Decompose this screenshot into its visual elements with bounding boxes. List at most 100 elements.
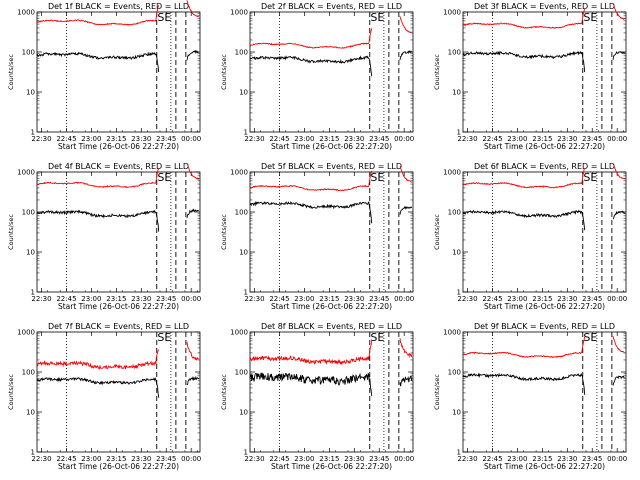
x-tick-label: 23:45	[582, 455, 602, 463]
y-axis-label: Counts/sec	[220, 374, 228, 410]
x-tick-label: 23:15	[106, 455, 126, 463]
y-tick-label: 1	[31, 449, 35, 457]
x-tick-label: 23:00	[81, 295, 101, 303]
x-tick-label: 22:45	[56, 295, 76, 303]
saa-start-marker: S	[583, 171, 590, 184]
y-tick-label: 10	[239, 409, 248, 417]
y-tick-label: 10	[452, 89, 461, 97]
saa-end-marker: E	[377, 11, 384, 24]
detector-chart: Det 4f BLACK = Events, RED = LLD 1 10 100 10…	[7, 162, 201, 311]
chart-title: Det 1f BLACK = Events, RED = LLD	[48, 2, 189, 11]
x-tick-label: 22:45	[482, 455, 502, 463]
saa-end-marker: E	[590, 331, 597, 344]
x-tick-label: 23:15	[319, 295, 339, 303]
x-tick-label: 23:15	[106, 295, 126, 303]
lld-series-line	[249, 166, 412, 192]
y-axis-label: Counts/sec	[7, 54, 15, 90]
lld-series-line	[249, 338, 413, 366]
plot-frame	[36, 11, 201, 133]
x-tick-label: 23:30	[131, 295, 151, 303]
x-tick-label: 22:30	[31, 295, 51, 303]
saa-end-marker: E	[377, 331, 384, 344]
x-tick-label: 23:00	[507, 455, 527, 463]
x-tick-label: 23:00	[507, 295, 527, 303]
plot-frame	[462, 11, 627, 133]
x-axis-label: Start Time (26-Oct-06 22:27:20)	[484, 142, 605, 151]
x-tick-label: 00:00	[607, 135, 627, 143]
lld-series-line	[36, 0, 199, 26]
y-tick-label: 1	[31, 289, 35, 297]
events-series-line	[36, 208, 199, 232]
x-tick-label: 23:00	[294, 455, 314, 463]
x-axis-label: Start Time (26-Oct-06 22:27:20)	[484, 462, 605, 471]
x-tick-label: 23:30	[344, 295, 364, 303]
x-tick-label: 00:00	[607, 295, 627, 303]
x-tick-label: 23:15	[532, 455, 552, 463]
chart-title: Det 2f BLACK = Events, RED = LLD	[261, 2, 402, 11]
detector-panel: Det 4f BLACK = Events, RED = LLD 1 10 100 10…	[0, 160, 213, 320]
lld-series-line	[250, 16, 412, 49]
x-tick-label: 22:30	[457, 135, 477, 143]
events-series-line	[462, 372, 625, 395]
events-series-line	[462, 50, 625, 73]
y-tick-label: 10	[239, 89, 248, 97]
saa-start-marker: S	[583, 11, 590, 24]
saa-end-marker: E	[164, 11, 171, 24]
detector-panel: Det 1f BLACK = Events, RED = LLD 1 10 100 10…	[0, 0, 213, 160]
y-tick-label: 1	[457, 129, 461, 137]
y-axis-label: Counts/sec	[7, 214, 15, 250]
plot-frame	[36, 171, 201, 293]
x-tick-label: 00:00	[394, 455, 414, 463]
x-axis-label: Start Time (26-Oct-06 22:27:20)	[58, 462, 179, 471]
x-tick-label: 23:45	[369, 295, 389, 303]
x-tick-label: 22:45	[56, 455, 76, 463]
y-tick-label: 1000	[230, 329, 248, 337]
x-tick-label: 23:30	[344, 455, 364, 463]
x-tick-label: 22:45	[56, 135, 76, 143]
detector-chart: Det 6f BLACK = Events, RED = LLD 1 10 100 10…	[433, 162, 627, 311]
y-tick-label: 1000	[230, 169, 248, 177]
x-tick-label: 23:30	[557, 135, 577, 143]
x-tick-label: 23:45	[582, 295, 602, 303]
detector-panel: Det 5f BLACK = Events, RED = LLD 1 10 100 10…	[213, 160, 426, 320]
x-tick-label: 23:45	[156, 455, 176, 463]
chart-title: Det 4f BLACK = Events, RED = LLD	[48, 162, 189, 171]
x-tick-label: 23:30	[557, 455, 577, 463]
plot-frame	[462, 171, 627, 293]
events-series-line	[249, 50, 413, 77]
events-series-line	[249, 200, 413, 224]
saa-start-marker: S	[157, 331, 164, 344]
x-axis-label: Start Time (26-Oct-06 22:27:20)	[58, 142, 179, 151]
y-tick-label: 10	[26, 409, 35, 417]
y-tick-label: 10	[26, 249, 35, 257]
detector-chart: Det 1f BLACK = Events, RED = LLD 1 10 100 10…	[7, 0, 201, 151]
saa-start-marker: S	[370, 331, 377, 344]
saa-start-marker: S	[157, 171, 164, 184]
chart-title: Det 9f BLACK = Events, RED = LLD	[474, 322, 615, 331]
y-tick-label: 1000	[443, 169, 461, 177]
detector-panel: Det 7f BLACK = Events, RED = LLD 1 10 100 10…	[0, 320, 213, 480]
detector-panel: Det 2f BLACK = Events, RED = LLD 1 10 100 10…	[213, 0, 426, 160]
lld-series-line	[462, 336, 625, 359]
x-tick-label: 22:30	[244, 135, 264, 143]
detector-panel: Det 8f BLACK = Events, RED = LLD 1 10 100 10…	[213, 320, 426, 480]
detector-panel: Det 9f BLACK = Events, RED = LLD 1 10 100 10…	[426, 320, 639, 480]
x-tick-label: 23:15	[319, 455, 339, 463]
x-tick-label: 23:45	[369, 455, 389, 463]
saa-end-marker: E	[590, 11, 597, 24]
plot-frame	[249, 171, 414, 293]
y-axis-label: Counts/sec	[433, 374, 441, 410]
x-axis-label: Start Time (26-Oct-06 22:27:20)	[271, 302, 392, 311]
x-axis-label: Start Time (26-Oct-06 22:27:20)	[58, 302, 179, 311]
lld-series-line	[462, 2, 626, 29]
chart-title: Det 3f BLACK = Events, RED = LLD	[474, 2, 615, 11]
x-tick-label: 22:30	[244, 295, 264, 303]
x-tick-label: 22:45	[269, 295, 289, 303]
saa-start-marker: S	[157, 11, 164, 24]
y-tick-label: 100	[448, 369, 461, 377]
y-tick-label: 10	[26, 89, 35, 97]
saa-start-marker: S	[583, 331, 590, 344]
y-tick-label: 100	[22, 369, 35, 377]
x-tick-label: 23:30	[344, 135, 364, 143]
x-tick-label: 00:00	[181, 455, 201, 463]
